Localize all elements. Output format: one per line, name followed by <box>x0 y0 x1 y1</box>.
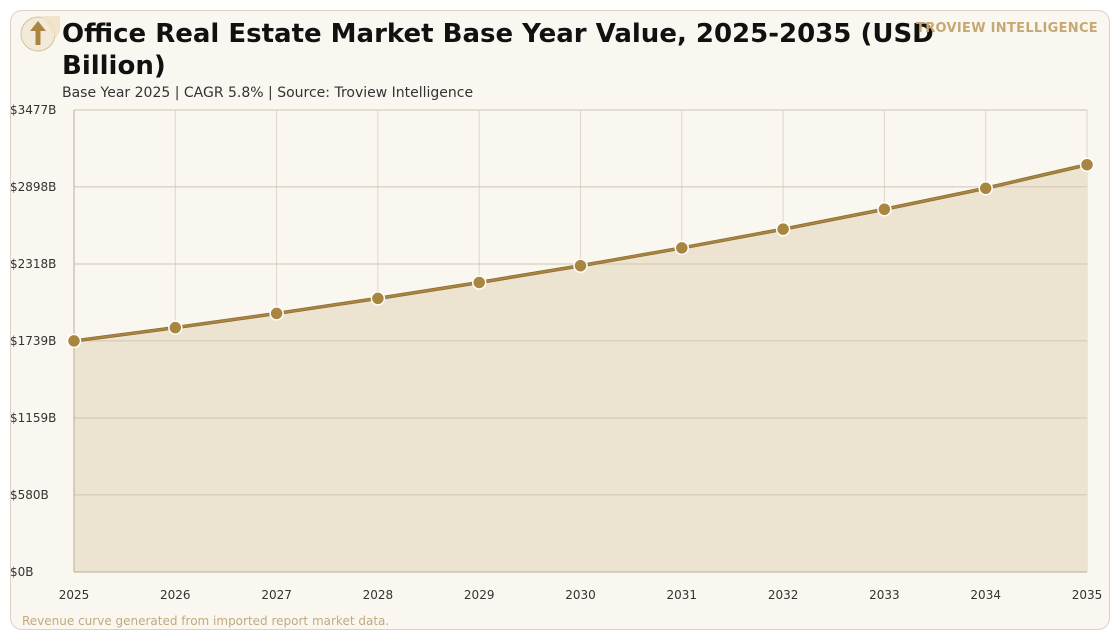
chart-subtitle: Base Year 2025 | CAGR 5.8% | Source: Tro… <box>62 85 474 101</box>
x-tick-label: 2030 <box>565 588 596 602</box>
x-tick-label: 2033 <box>869 588 900 602</box>
data-point <box>66 333 82 349</box>
y-tick-label: $2898B <box>10 180 56 194</box>
x-tick-label: 2029 <box>464 588 495 602</box>
y-tick-label: $1159B <box>10 411 56 425</box>
x-tick-label: 2025 <box>59 588 90 602</box>
brand-label: TROVIEW INTELLIGENCE <box>916 21 1098 36</box>
data-point <box>471 275 487 290</box>
data-point <box>978 181 993 196</box>
x-tick-label: 2034 <box>970 588 1001 602</box>
x-tick-label: 2035 <box>1072 588 1103 602</box>
x-tick-label: 2031 <box>667 588 698 602</box>
y-tick-label: $2318B <box>10 257 56 271</box>
x-tick-label: 2026 <box>160 588 191 602</box>
footer-note: Revenue curve generated from imported re… <box>22 614 390 628</box>
data-point <box>877 202 892 217</box>
data-point <box>269 306 284 321</box>
data-point <box>775 221 791 237</box>
upward-arrow-icon <box>20 16 60 52</box>
y-tick-label: $3477B <box>10 103 56 117</box>
chart-title: Office Real Estate Market Base Year Valu… <box>62 19 934 81</box>
data-point <box>573 258 588 273</box>
data-point <box>168 320 183 335</box>
data-point <box>1079 157 1095 172</box>
x-tick-label: 2028 <box>363 588 394 602</box>
data-point <box>370 291 386 306</box>
y-tick-label: $1739B <box>10 334 56 348</box>
data-point <box>674 240 690 256</box>
x-tick-label: 2027 <box>261 588 292 602</box>
y-tick-label: $580B <box>10 488 49 502</box>
x-tick-label: 2032 <box>768 588 799 602</box>
y-tick-label: $0B <box>10 565 34 579</box>
series-area <box>74 164 1087 572</box>
